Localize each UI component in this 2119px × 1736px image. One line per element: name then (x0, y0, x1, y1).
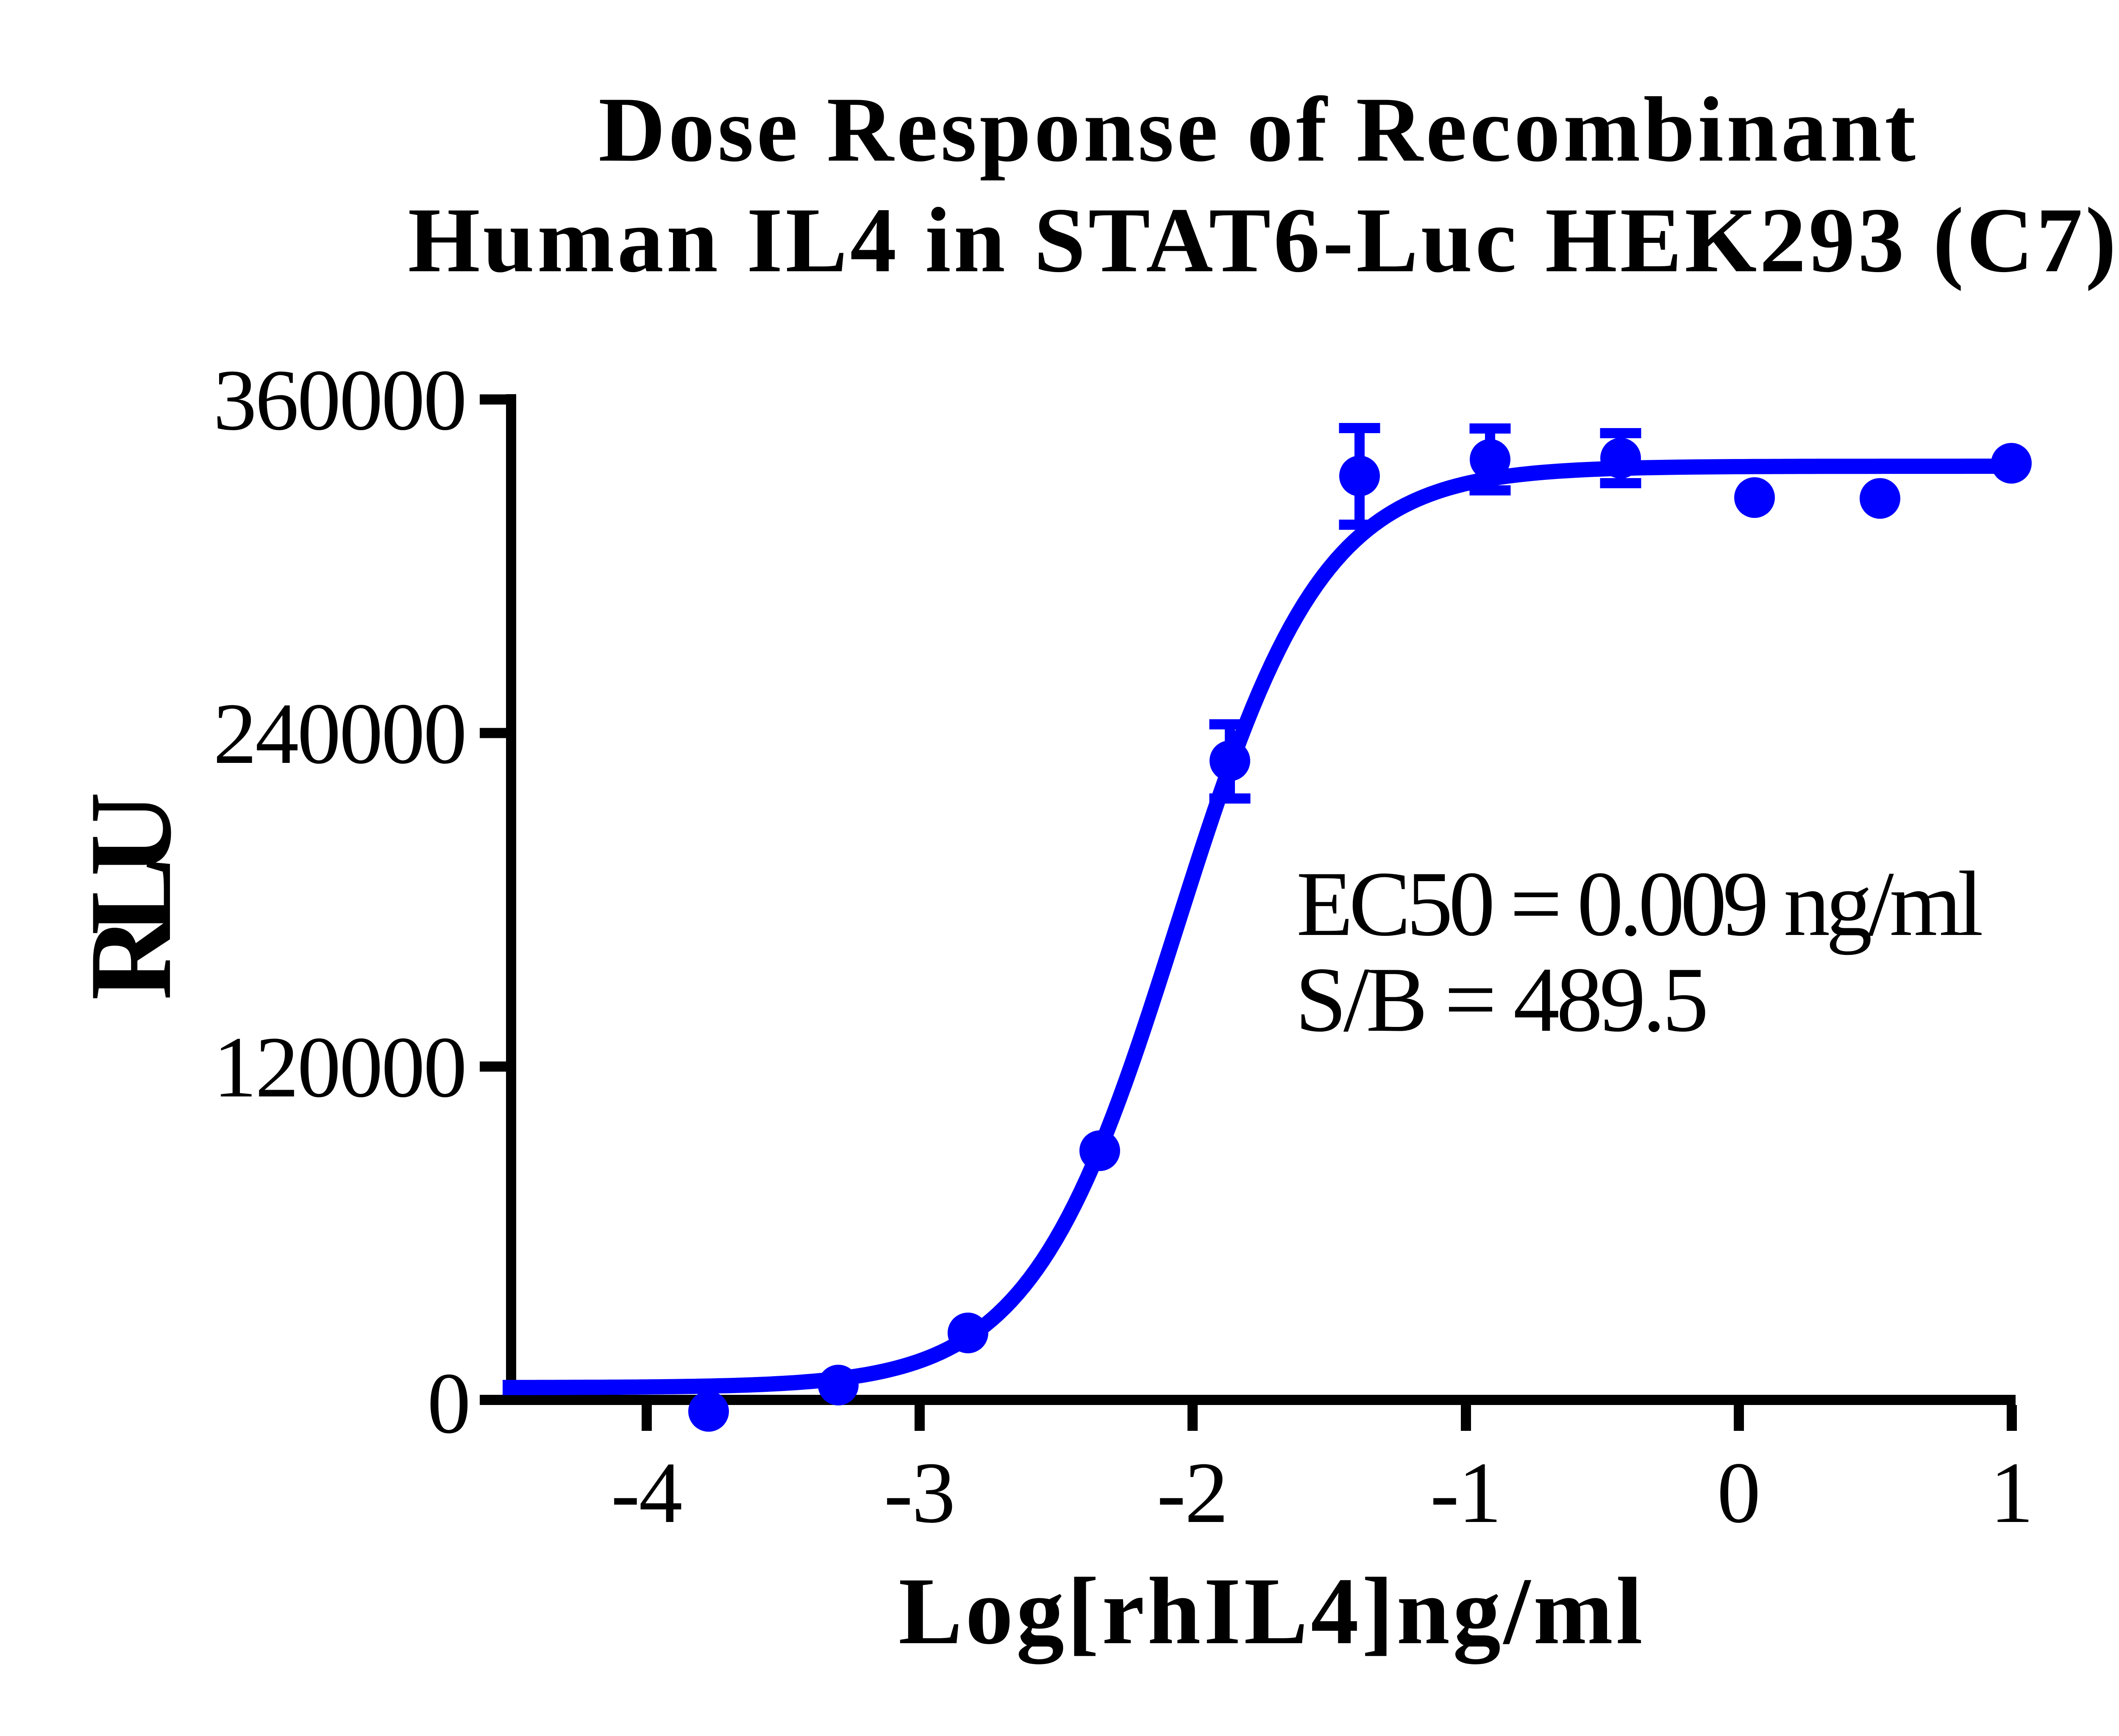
svg-text:0: 0 (427, 1355, 471, 1452)
svg-text:360000: 360000 (213, 351, 467, 448)
svg-text:-2: -2 (1157, 1444, 1229, 1541)
svg-text:-3: -3 (884, 1444, 956, 1541)
svg-text:EC50 = 0.009 ng/ml: EC50 = 0.009 ng/ml (1296, 853, 1983, 955)
svg-text:Human IL4 in STAT6-Luc HEK293: Human IL4 in STAT6-Luc HEK293 (C7) (408, 189, 2116, 292)
svg-text:0: 0 (1717, 1444, 1761, 1541)
svg-text:S/B = 489.5: S/B = 489.5 (1295, 949, 1709, 1051)
svg-text:1: 1 (1990, 1444, 2034, 1541)
svg-text:Dose Response of Recombinant: Dose Response of Recombinant (598, 78, 1916, 181)
svg-text:240000: 240000 (213, 685, 467, 782)
svg-text:-4: -4 (611, 1444, 683, 1541)
svg-text:Log[rhIL4]ng/ml: Log[rhIL4]ng/ml (898, 1558, 1643, 1664)
svg-text:RLU: RLU (65, 792, 195, 1000)
svg-text:-1: -1 (1430, 1444, 1502, 1541)
svg-text:120000: 120000 (213, 1018, 467, 1116)
